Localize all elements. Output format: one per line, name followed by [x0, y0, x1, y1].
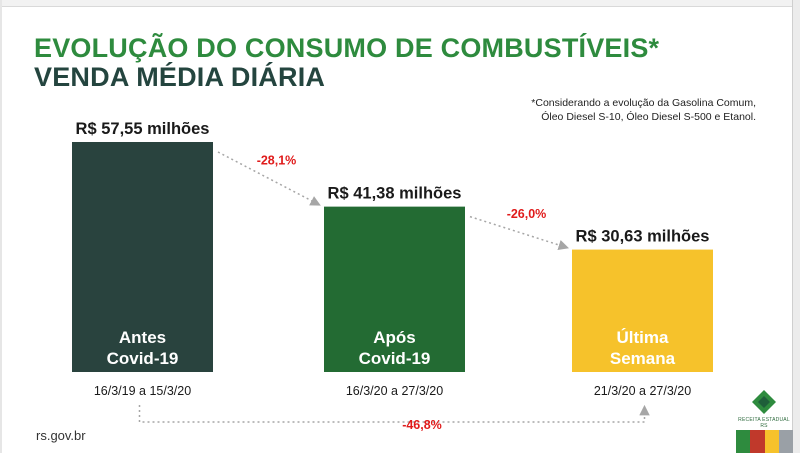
- period-label-1: 16/3/19 a 15/3/20: [94, 384, 191, 398]
- value-label-2: R$ 41,38 milhões: [328, 185, 462, 203]
- brand-stripe-3: [764, 430, 779, 453]
- receita-estadual-logo-icon: [752, 390, 776, 414]
- bar-label-1-line-1: Antes: [119, 328, 166, 347]
- bar-1: [72, 142, 213, 372]
- window-top-edge: [0, 0, 800, 7]
- bar-label-3-line-2: Semana: [610, 349, 676, 368]
- change-label-2: -26,0%: [507, 207, 547, 221]
- total-change-label: -46,8%: [402, 418, 442, 432]
- bar-2: [324, 206, 465, 372]
- change-arrow-2: [469, 215, 570, 251]
- logo-text: RECEITA ESTADUAL RS: [738, 417, 790, 429]
- title-line-2: VENDA MÉDIA DIÁRIA: [34, 62, 326, 92]
- bar-label-1-line-2: Covid-19: [107, 349, 179, 368]
- period-label-2: 16/3/20 a 27/3/20: [346, 384, 443, 398]
- footnote: *Considerando a evolução da Gasolina Com…: [531, 96, 756, 124]
- brand-stripe-1: [736, 430, 751, 453]
- footnote-line-2: Óleo Diesel S-10, Óleo Diesel S-500 e Et…: [541, 111, 756, 123]
- total-change-bracket: [138, 404, 650, 423]
- value-label-1: R$ 57,55 milhões: [76, 120, 210, 138]
- change-arrow-1: [217, 151, 321, 206]
- period-label-3: 21/3/20 a 27/3/20: [594, 384, 691, 398]
- site-url[interactable]: rs.gov.br: [36, 428, 86, 443]
- footnote-line-1: *Considerando a evolução da Gasolina Com…: [531, 97, 756, 109]
- brand-stripe-2: [750, 430, 765, 453]
- bar-label-2-line-2: Covid-19: [359, 349, 431, 368]
- bar-label-2-line-1: Após: [373, 328, 416, 347]
- window-right-scrollbar[interactable]: [792, 0, 800, 453]
- bar-label-3-line-1: Última: [617, 328, 670, 347]
- bar-3: [572, 249, 713, 372]
- title-line-1: EVOLUÇÃO DO CONSUMO DE COMBUSTÍVEIS*: [34, 33, 660, 63]
- brand-color-stripes: [736, 430, 793, 453]
- value-label-3: R$ 30,63 milhões: [576, 228, 710, 246]
- change-label-1: -28,1%: [257, 153, 297, 167]
- window-left-edge: [0, 0, 2, 453]
- brand-stripe-4: [778, 430, 793, 453]
